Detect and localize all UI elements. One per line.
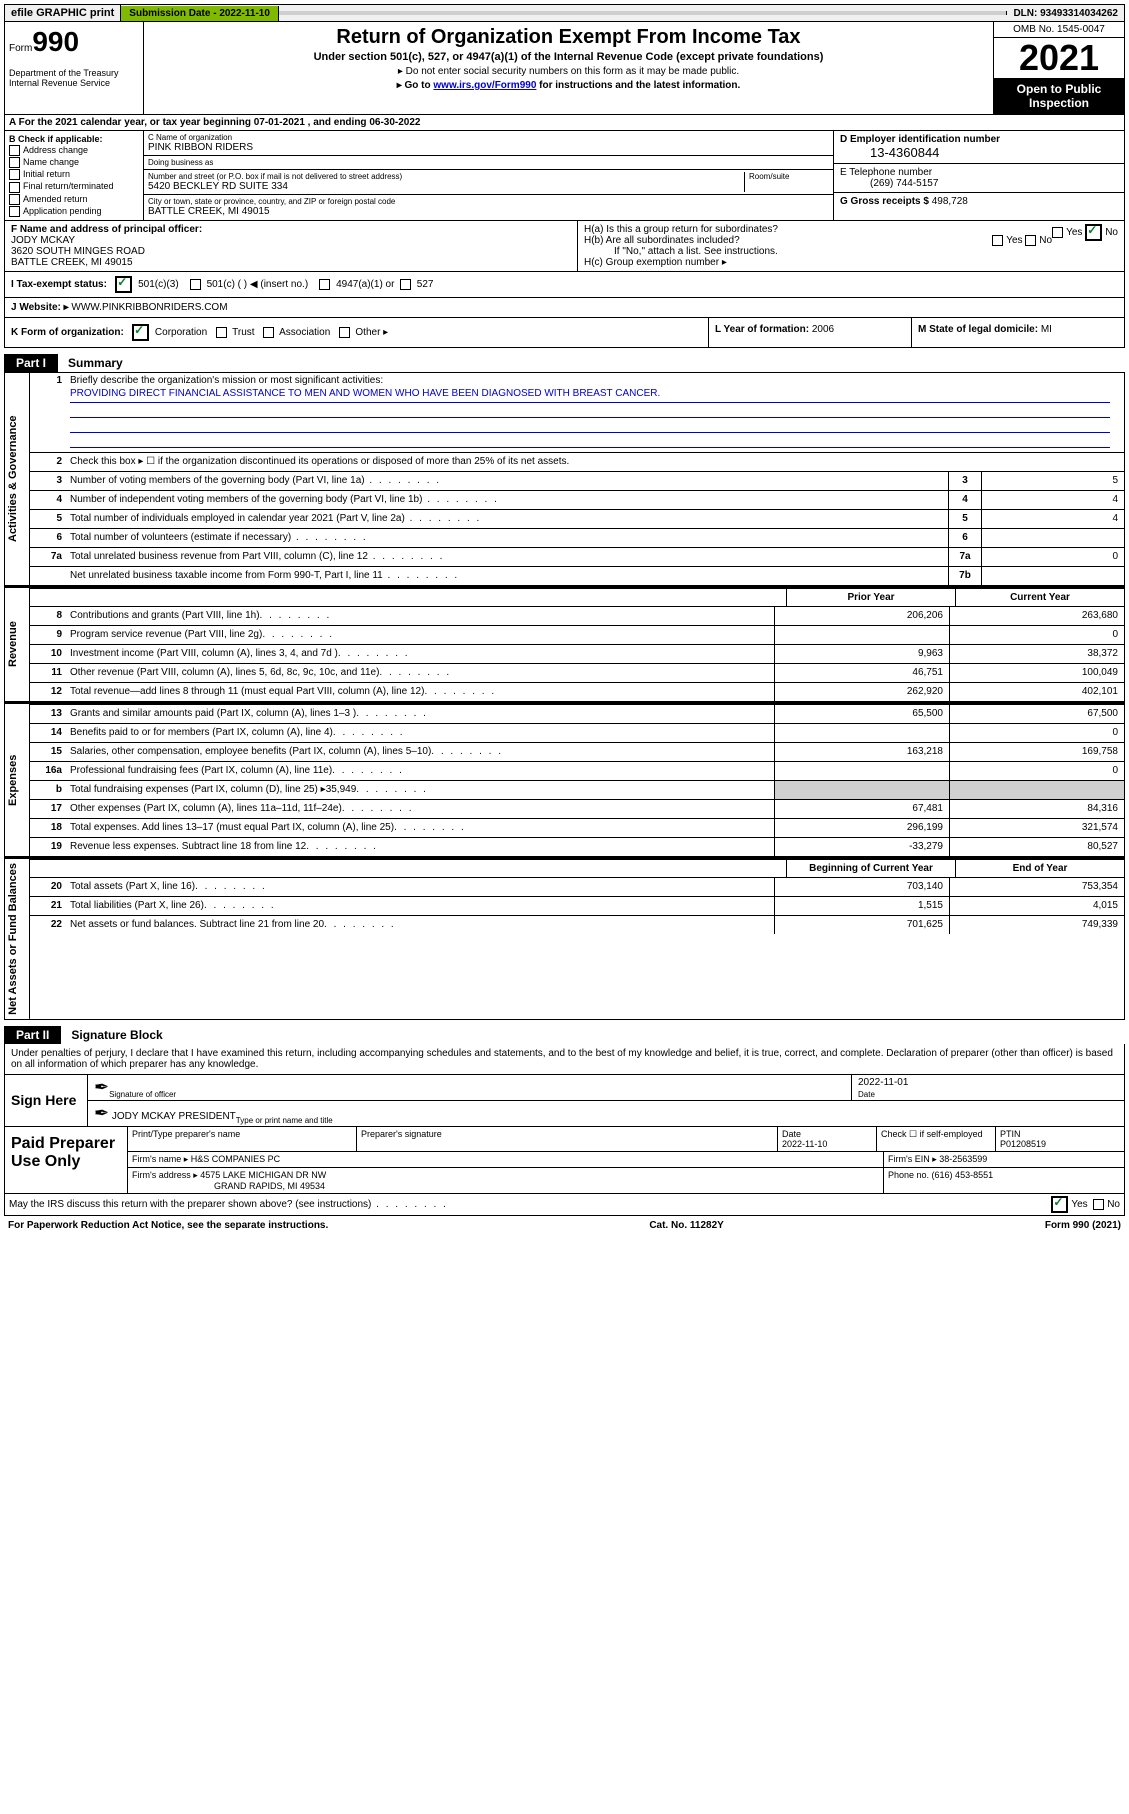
table-row: 15Salaries, other compensation, employee… bbox=[30, 742, 1124, 761]
mission-text: PROVIDING DIRECT FINANCIAL ASSISTANCE TO… bbox=[70, 388, 1110, 403]
sidebar-expenses: Expenses bbox=[5, 704, 30, 856]
chk-app-pending[interactable] bbox=[9, 206, 20, 217]
chk-other[interactable] bbox=[339, 327, 350, 338]
row-fh: F Name and address of principal officer:… bbox=[4, 221, 1125, 272]
form-header: Form990 Department of the Treasury Inter… bbox=[4, 22, 1125, 115]
chk-assoc[interactable] bbox=[263, 327, 274, 338]
chk-initial-return[interactable] bbox=[9, 169, 20, 180]
block-b: B Check if applicable: Address change Na… bbox=[5, 131, 144, 220]
irs-discuss-row: May the IRS discuss this return with the… bbox=[5, 1193, 1124, 1215]
chk-name-change[interactable] bbox=[9, 157, 20, 168]
form-note-1: ▸ Do not enter social security numbers o… bbox=[152, 66, 985, 77]
table-row: 13Grants and similar amounts paid (Part … bbox=[30, 704, 1124, 723]
dln: DLN: 93493314034262 bbox=[1007, 6, 1124, 21]
form-title: Return of Organization Exempt From Incom… bbox=[152, 26, 985, 49]
header-right: OMB No. 1545-0047 2021 Open to Public In… bbox=[993, 22, 1124, 114]
chk-final-return[interactable] bbox=[9, 182, 20, 193]
form-note-2: ▸ Go to www.irs.gov/Form990 for instruct… bbox=[152, 80, 985, 91]
table-row: bTotal fundraising expenses (Part IX, co… bbox=[30, 780, 1124, 799]
signature-block: Under penalties of perjury, I declare th… bbox=[4, 1044, 1125, 1216]
sidebar-revenue: Revenue bbox=[5, 588, 30, 701]
part-2-header: Part II Signature Block bbox=[4, 1026, 1125, 1044]
header-center: Return of Organization Exempt From Incom… bbox=[144, 22, 993, 114]
website-value: WWW.PINKRIBBONRIDERS.COM bbox=[71, 302, 227, 313]
table-row: 16aProfessional fundraising fees (Part I… bbox=[30, 761, 1124, 780]
section-bcdeg: B Check if applicable: Address change Na… bbox=[4, 131, 1125, 221]
submission-date: Submission Date - 2022-11-10 bbox=[121, 6, 279, 21]
ha-no[interactable] bbox=[1085, 224, 1102, 241]
table-row: 14Benefits paid to or for members (Part … bbox=[30, 723, 1124, 742]
topbar-spacer bbox=[279, 11, 1008, 15]
irs-no[interactable] bbox=[1093, 1199, 1104, 1210]
chk-501c3[interactable] bbox=[115, 276, 132, 293]
table-row: 11Other revenue (Part VIII, column (A), … bbox=[30, 663, 1124, 682]
expenses-section: Expenses 13Grants and similar amounts pa… bbox=[4, 702, 1125, 857]
chk-527[interactable] bbox=[400, 279, 411, 290]
block-deg: D Employer identification number 13-4360… bbox=[833, 131, 1124, 220]
table-row: 8Contributions and grants (Part VIII, li… bbox=[30, 606, 1124, 625]
revenue-section: Revenue Prior YearCurrent Year 8Contribu… bbox=[4, 586, 1125, 702]
efile-label: efile GRAPHIC print bbox=[5, 5, 121, 21]
perjury-declaration: Under penalties of perjury, I declare th… bbox=[5, 1044, 1124, 1074]
chk-address-change[interactable] bbox=[9, 145, 20, 156]
chk-trust[interactable] bbox=[216, 327, 227, 338]
table-row: 17Other expenses (Part IX, column (A), l… bbox=[30, 799, 1124, 818]
dept-label: Department of the Treasury Internal Reve… bbox=[9, 68, 139, 88]
table-row: 12Total revenue—add lines 8 through 11 (… bbox=[30, 682, 1124, 701]
irs-link[interactable]: www.irs.gov/Form990 bbox=[433, 80, 536, 91]
phone-value: (269) 744-5157 bbox=[840, 178, 1118, 189]
hb-no[interactable] bbox=[1025, 235, 1036, 246]
sidebar-netassets: Net Assets or Fund Balances bbox=[5, 859, 30, 1019]
chk-corp[interactable] bbox=[132, 324, 149, 341]
tax-year: 2021 bbox=[994, 38, 1124, 78]
page-footer: For Paperwork Reduction Act Notice, see … bbox=[4, 1218, 1125, 1233]
form-subtitle: Under section 501(c), 527, or 4947(a)(1)… bbox=[152, 51, 985, 63]
paid-preparer: Paid Preparer Use Only Print/Type prepar… bbox=[5, 1126, 1124, 1193]
hb-yes[interactable] bbox=[992, 235, 1003, 246]
part-1-header: Part I Summary bbox=[4, 354, 1125, 372]
netassets-section: Net Assets or Fund Balances Beginning of… bbox=[4, 857, 1125, 1020]
table-row: 18Total expenses. Add lines 13–17 (must … bbox=[30, 818, 1124, 837]
open-to-public: Open to Public Inspection bbox=[994, 78, 1124, 114]
chk-501c[interactable] bbox=[190, 279, 201, 290]
header-left: Form990 Department of the Treasury Inter… bbox=[5, 22, 144, 114]
block-h: H(a) Is this a group return for subordin… bbox=[578, 221, 1124, 271]
table-row: 10Investment income (Part VIII, column (… bbox=[30, 644, 1124, 663]
block-f: F Name and address of principal officer:… bbox=[5, 221, 578, 271]
block-c: C Name of organization PINK RIBBON RIDER… bbox=[144, 131, 833, 220]
irs-yes[interactable] bbox=[1051, 1196, 1068, 1213]
sidebar-governance: Activities & Governance bbox=[5, 373, 30, 585]
gross-receipts: 498,728 bbox=[932, 196, 968, 207]
table-row: 21Total liabilities (Part X, line 26)1,5… bbox=[30, 896, 1124, 915]
table-row: 20Total assets (Part X, line 16)703,1407… bbox=[30, 877, 1124, 896]
chk-amended-return[interactable] bbox=[9, 194, 20, 205]
top-bar: efile GRAPHIC print Submission Date - 20… bbox=[4, 4, 1125, 22]
ha-yes[interactable] bbox=[1052, 227, 1063, 238]
row-a-taxyear: A For the 2021 calendar year, or tax yea… bbox=[4, 115, 1125, 131]
table-row: 9Program service revenue (Part VIII, lin… bbox=[30, 625, 1124, 644]
table-row: 19Revenue less expenses. Subtract line 1… bbox=[30, 837, 1124, 856]
summary-table: Activities & Governance 1 Briefly descri… bbox=[4, 372, 1125, 586]
paid-preparer-label: Paid Preparer Use Only bbox=[5, 1127, 127, 1193]
row-ij: I Tax-exempt status: 501(c)(3) 501(c) ( … bbox=[4, 272, 1125, 318]
chk-4947[interactable] bbox=[319, 279, 330, 290]
table-row: 22Net assets or fund balances. Subtract … bbox=[30, 915, 1124, 934]
ein-value: 13-4360844 bbox=[840, 145, 1118, 160]
omb-number: OMB No. 1545-0047 bbox=[994, 22, 1124, 38]
row-klm: K Form of organization: Corporation Trus… bbox=[4, 318, 1125, 348]
sign-here-label: Sign Here bbox=[5, 1075, 87, 1126]
